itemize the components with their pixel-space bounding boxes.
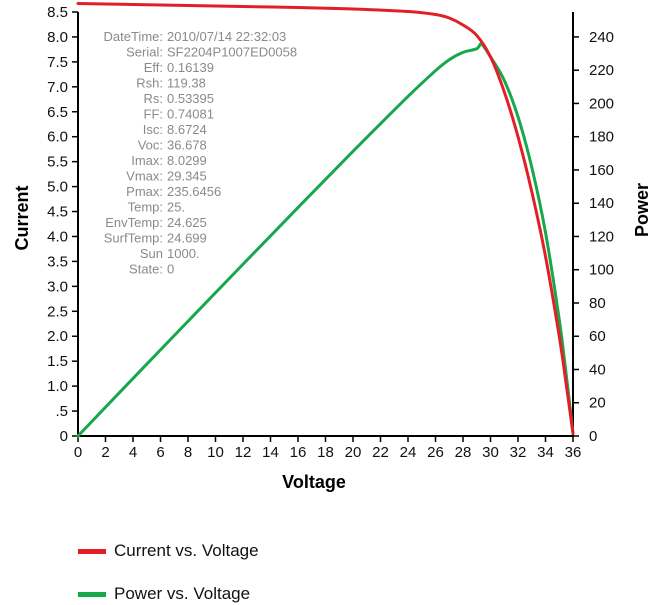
info-label: Rs: [144,91,164,106]
x-axis-title: Voltage [282,472,346,492]
left-y-tick-label: 0 [60,428,68,445]
info-value: 0.53395 [167,91,214,106]
right-y-tick-label: 80 [589,295,606,312]
info-value: 8.0299 [167,153,207,168]
info-value: 2010/07/14 22:32:03 [167,29,286,44]
info-label: Pmax: [126,184,163,199]
left-y-tick-label: 1.5 [47,353,68,370]
left-y-tick-label: 6.0 [47,129,68,146]
x-tick-label: 10 [207,444,224,461]
info-label: SurfTemp: [104,231,163,246]
x-tick-label: 28 [455,444,472,461]
legend-power-swatch [78,591,106,597]
right-axis-title: Power [632,183,651,237]
info-label: FF: [144,107,164,122]
info-value: 0.16139 [167,60,214,75]
legend-current-swatch [78,548,106,554]
plot-area: 0 2 4 6 8 10 12 14 16 18 20 22 24 26 28 30 32 34 360.51.01… [47,2,614,461]
x-tick-label: 16 [290,444,307,461]
x-tick-label: 34 [537,444,554,461]
info-label: Isc: [143,122,163,137]
x-tick-label: 32 [510,444,527,461]
right-y-tick-label: 40 [589,361,606,378]
x-tick-label: 24 [400,444,417,461]
info-label: Eff: [144,60,163,75]
info-label: Sun [140,246,163,261]
right-y-tick-label: 120 [589,228,614,245]
legend-power-label: Power vs. Voltage [114,584,251,603]
left-y-tick-label: 4.5 [47,204,68,221]
right-y-tick-label: 140 [589,195,614,212]
left-y-tick-label: 2.0 [47,328,68,345]
left-y-tick-label: 5.5 [47,154,68,171]
right-y-tick-label: 240 [589,29,614,46]
left-y-tick-label: 7.5 [47,54,68,71]
info-value: 25. [167,200,185,215]
info-label: Vmax: [126,169,163,184]
iv-curve-chart: 0 2 4 6 8 10 12 14 16 18 20 22 24 26 28 30 32 34 360.51.01… [12,2,651,492]
x-tick-label: 4 [129,444,137,461]
left-axis-title: Current [12,185,32,250]
right-y-tick-label: 0 [589,428,597,445]
x-tick-label: 20 [345,444,362,461]
right-y-tick-label: 180 [589,129,614,146]
left-y-tick-label: 8.5 [47,4,68,21]
power-vs-voltage-line [76,42,575,438]
left-y-tick-label: 5.0 [47,179,68,196]
info-value: SF2204P1007ED0058 [167,45,297,60]
current-vs-voltage-line [76,2,575,436]
info-value: 24.625 [167,215,207,230]
right-y-tick-label: 220 [589,62,614,79]
left-y-tick-label: .5 [55,403,68,420]
legend-current: Current vs. Voltage [78,541,259,561]
info-value: 119.38 [167,76,206,91]
x-tick-label: 6 [156,444,164,461]
legend-current-label: Current vs. Voltage [114,541,259,560]
right-y-tick-label: 60 [589,328,606,345]
info-value: 24.699 [167,231,207,246]
left-y-tick-label: 8.0 [47,29,68,46]
left-y-tick-label: 1.0 [47,378,68,395]
right-y-tick-label: 160 [589,162,614,179]
left-y-tick-label: 3.5 [47,253,68,270]
info-value: 36.678 [167,138,207,153]
x-tick-label: 8 [184,444,192,461]
info-value: 0.74081 [167,107,214,122]
left-y-tick-label: 2.5 [47,303,68,320]
info-value: 0 [167,262,174,277]
info-value: 8.6724 [167,122,207,137]
x-tick-label: 22 [372,444,389,461]
right-y-tick-label: 20 [589,395,606,412]
x-tick-label: 30 [482,444,499,461]
x-tick-label: 2 [101,444,109,461]
info-label: State: [129,262,163,277]
x-tick-label: 12 [235,444,252,461]
left-y-tick-label: 7.0 [47,79,68,96]
left-y-tick-label: 4.0 [47,228,68,245]
info-label: DateTime: [104,29,163,44]
info-value: 1000. [167,246,200,261]
left-y-tick-label: 6.5 [47,104,68,121]
info-label: Rsh: [136,76,163,91]
x-tick-label: 0 [74,444,82,461]
legend-power: Power vs. Voltage [78,584,250,604]
x-tick-label: 18 [317,444,334,461]
right-y-tick-label: 100 [589,262,614,279]
info-label: Imax: [131,153,163,168]
info-value: 29.345 [167,169,207,184]
x-tick-label: 26 [427,444,444,461]
left-y-tick-label: 3.0 [47,278,68,295]
info-label: Voc: [138,138,163,153]
x-tick-label: 36 [565,444,582,461]
right-y-tick-label: 200 [589,95,614,112]
info-label: Temp: [128,200,163,215]
info-value: 235.6456 [167,184,221,199]
info-label: EnvTemp: [105,215,163,230]
info-label: Serial: [126,45,163,60]
x-tick-label: 14 [262,444,279,461]
